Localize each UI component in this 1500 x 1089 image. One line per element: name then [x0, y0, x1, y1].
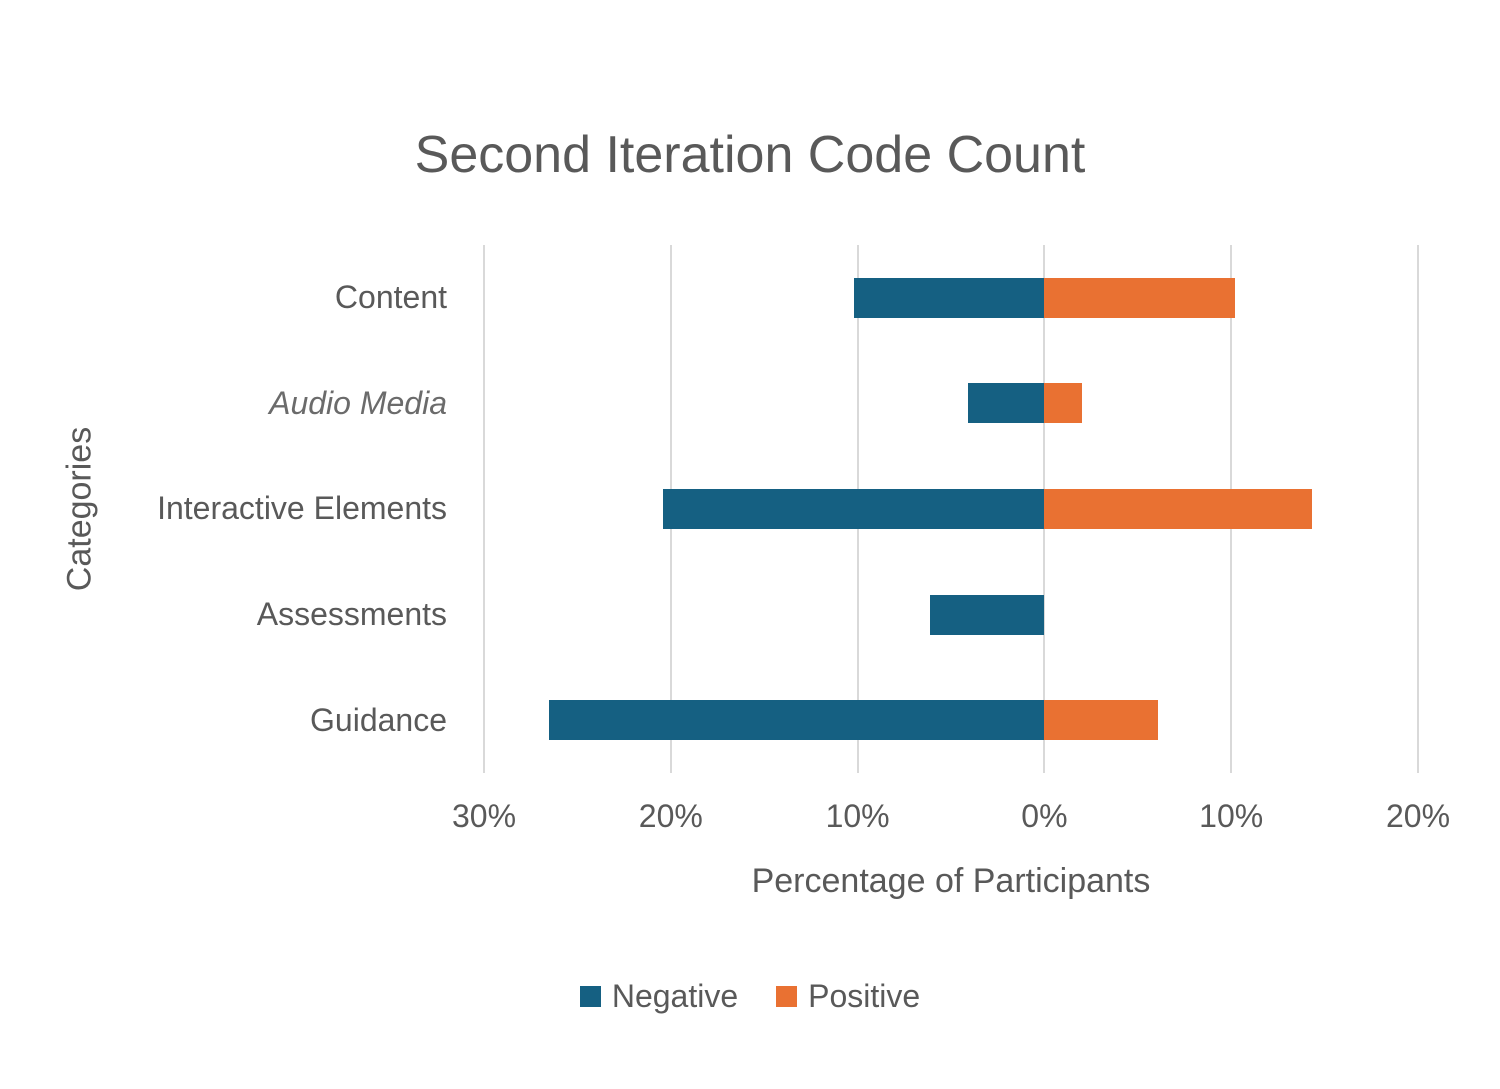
category-label-assessments: Assessments: [256, 596, 447, 633]
bar-negative-interactive-elements: [663, 488, 1045, 529]
category-label-guidance: Guidance: [310, 701, 447, 738]
bar-negative-content: [853, 277, 1045, 318]
x-axis-title: Percentage of Participants: [751, 862, 1151, 900]
y-axis-labels: Content Audio Media Interactive Elements As…: [0, 245, 447, 773]
legend-item-negative: Negative: [579, 978, 739, 1015]
bar-row: [484, 667, 1418, 773]
bar-negative-assessments: [930, 594, 1045, 635]
bar-row: [484, 456, 1418, 562]
category-label-content: Content: [334, 279, 447, 316]
bar-negative-audio-media: [967, 383, 1045, 424]
x-tick-label: 30%: [451, 798, 517, 834]
legend: Negative Positive: [0, 978, 1500, 1015]
bar-row: [484, 245, 1418, 351]
gridline: [1417, 245, 1419, 773]
x-axis-ticks: 30% 20% 10% 0% 10% 20%: [452, 798, 1450, 840]
positive-swatch-icon: [776, 986, 798, 1007]
legend-label-negative: Negative: [611, 978, 739, 1014]
x-tick-label: 10%: [825, 798, 890, 834]
x-tick-label: 20%: [1385, 798, 1451, 834]
plot-area: [483, 245, 1419, 773]
legend-item-positive: Positive: [776, 978, 920, 1015]
chart-title: Second Iteration Code Count: [414, 126, 1086, 184]
bar-positive-audio-media: [1044, 383, 1082, 424]
legend-label-positive: Positive: [808, 978, 921, 1014]
x-tick-label: 10%: [1199, 798, 1264, 834]
bar-row: [484, 351, 1418, 457]
bar-positive-guidance: [1044, 700, 1159, 741]
bar-row: [484, 562, 1418, 668]
bar-negative-guidance: [549, 700, 1045, 741]
bar-positive-interactive-elements: [1044, 488, 1312, 529]
x-tick-label: 20%: [638, 798, 703, 834]
negative-swatch-icon: [579, 986, 601, 1007]
category-label-interactive-elements: Interactive Elements: [157, 490, 447, 527]
bar-positive-content: [1044, 277, 1235, 318]
gridline: [483, 245, 485, 773]
x-tick-label: 0%: [1021, 798, 1068, 834]
category-label-audio-media: Audio Media: [269, 384, 447, 421]
